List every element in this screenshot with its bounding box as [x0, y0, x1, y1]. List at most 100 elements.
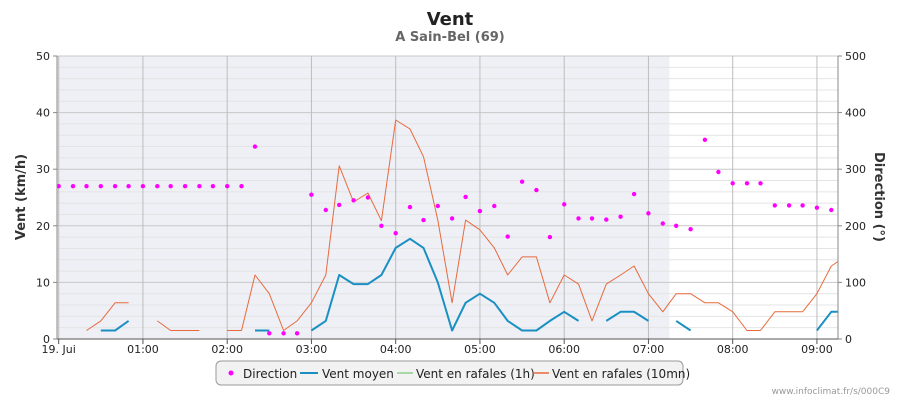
direction-point: [674, 223, 679, 228]
legend-direction-marker: [228, 370, 234, 376]
direction-point: [323, 207, 328, 213]
y-tick-label-left: 40: [36, 107, 50, 120]
y-tick-label-right: 300: [845, 163, 866, 176]
direction-point: [197, 184, 202, 189]
y-tick-label-right: 400: [845, 107, 866, 120]
direction-point: [618, 214, 623, 219]
x-tick-label: 08:00: [717, 343, 749, 356]
direction-point: [379, 223, 384, 228]
chart-title: Vent: [427, 9, 474, 30]
direction-point: [239, 184, 244, 189]
series-layer: [56, 119, 839, 336]
vent-moyen-line-segment: [675, 320, 692, 332]
direction-point: [267, 331, 272, 336]
direction-point: [337, 202, 342, 208]
direction-point: [688, 227, 693, 232]
direction-point: [604, 217, 609, 222]
direction-point: [758, 181, 763, 186]
direction-point: [435, 203, 440, 209]
x-tick-label: 09:00: [801, 343, 833, 356]
direction-point: [702, 137, 708, 142]
y-tick-label-right: 100: [845, 276, 866, 289]
direction-point: [98, 184, 104, 189]
direction-point: [155, 184, 160, 189]
legend-item-rafales-10mn[interactable]: Vent en rafales (10mn): [533, 367, 690, 381]
credit-link[interactable]: www.infoclimat.fr/s/000C9: [772, 387, 891, 397]
direction-point: [477, 208, 483, 214]
direction-point: [589, 216, 595, 221]
x-tick-label: 05:00: [464, 343, 496, 356]
direction-point: [519, 179, 525, 184]
direction-point: [449, 216, 455, 221]
legend-rafales-10mn-label: Vent en rafales (10mn): [552, 367, 690, 381]
direction-point: [210, 184, 216, 189]
y-tick-label-left: 20: [36, 220, 50, 233]
series-rafales-10mn: [86, 119, 839, 331]
direction-point: [660, 221, 665, 226]
direction-point: [421, 217, 426, 223]
direction-point: [463, 194, 468, 200]
y-tick-label-left: 10: [36, 276, 50, 289]
y-tick-label-left: 50: [36, 50, 50, 63]
direction-point: [786, 203, 792, 208]
x-tick-label: 04:00: [380, 343, 412, 356]
direction-point: [547, 234, 553, 240]
direction-point: [534, 187, 539, 193]
direction-point: [407, 204, 413, 210]
direction-point: [576, 216, 581, 221]
direction-point: [126, 184, 131, 189]
y-axis-left-label: Vent (km/h): [14, 154, 29, 240]
vent-moyen-line-segment: [605, 310, 649, 322]
direction-point: [309, 192, 314, 197]
direction-point: [140, 184, 146, 189]
plot-background: [57, 56, 838, 339]
rafales-10mn-line-segment: [157, 320, 200, 331]
rafales-10mn-line-segment: [86, 302, 129, 331]
direction-point: [730, 181, 735, 186]
legend-item-direction[interactable]: Direction: [228, 367, 298, 381]
rafales-10mn-line-segment: [227, 119, 839, 331]
y-tick-label-right: 0: [845, 333, 852, 346]
direction-point: [56, 184, 61, 189]
chart-subtitle: A Sain-Bel (69): [395, 30, 505, 45]
legend-vent-moyen-label: Vent moyen: [322, 367, 394, 381]
y-axis-right-label: Direction (°): [871, 152, 886, 242]
direction-point: [631, 191, 637, 197]
y-tick-label-left: 0: [43, 333, 50, 346]
direction-point: [393, 231, 398, 236]
y-tick-label-left: 30: [36, 163, 50, 176]
direction-point: [562, 202, 567, 207]
direction-point: [84, 184, 89, 189]
legend-rafales-1h-label: Vent en rafales (1h): [416, 367, 535, 381]
x-tick-label: 07:00: [633, 343, 665, 356]
series-direction: [56, 137, 834, 336]
y-tick-label-right: 500: [845, 50, 866, 63]
legend-item-rafales-1h[interactable]: Vent en rafales (1h): [397, 367, 535, 381]
direction-point: [351, 198, 356, 203]
direction-point: [112, 184, 118, 189]
direction-point: [814, 205, 820, 210]
x-tick-label: 06:00: [548, 343, 580, 356]
vent-moyen-line-segment: [100, 320, 130, 332]
direction-point: [492, 203, 497, 209]
direction-point: [365, 195, 371, 200]
direction-point: [772, 203, 777, 208]
grid-lines: [57, 55, 838, 340]
direction-point: [182, 184, 188, 189]
legend[interactable]: Direction Vent moyen Vent en rafales (1h…: [215, 360, 690, 386]
direction-point: [800, 203, 805, 208]
y-tick-label-right: 200: [845, 220, 866, 233]
x-tick-label: 03:00: [296, 343, 328, 356]
legend-box: [215, 360, 684, 386]
vent-moyen-line-segment: [310, 237, 580, 332]
direction-point: [646, 211, 651, 216]
legend-item-vent-moyen[interactable]: Vent moyen: [300, 367, 394, 381]
legend-direction-label: Direction: [243, 367, 297, 381]
direction-point: [505, 234, 510, 239]
direction-point: [70, 184, 76, 189]
x-tick-label: 01:00: [127, 343, 159, 356]
direction-point: [294, 331, 300, 336]
direction-point: [168, 184, 173, 189]
